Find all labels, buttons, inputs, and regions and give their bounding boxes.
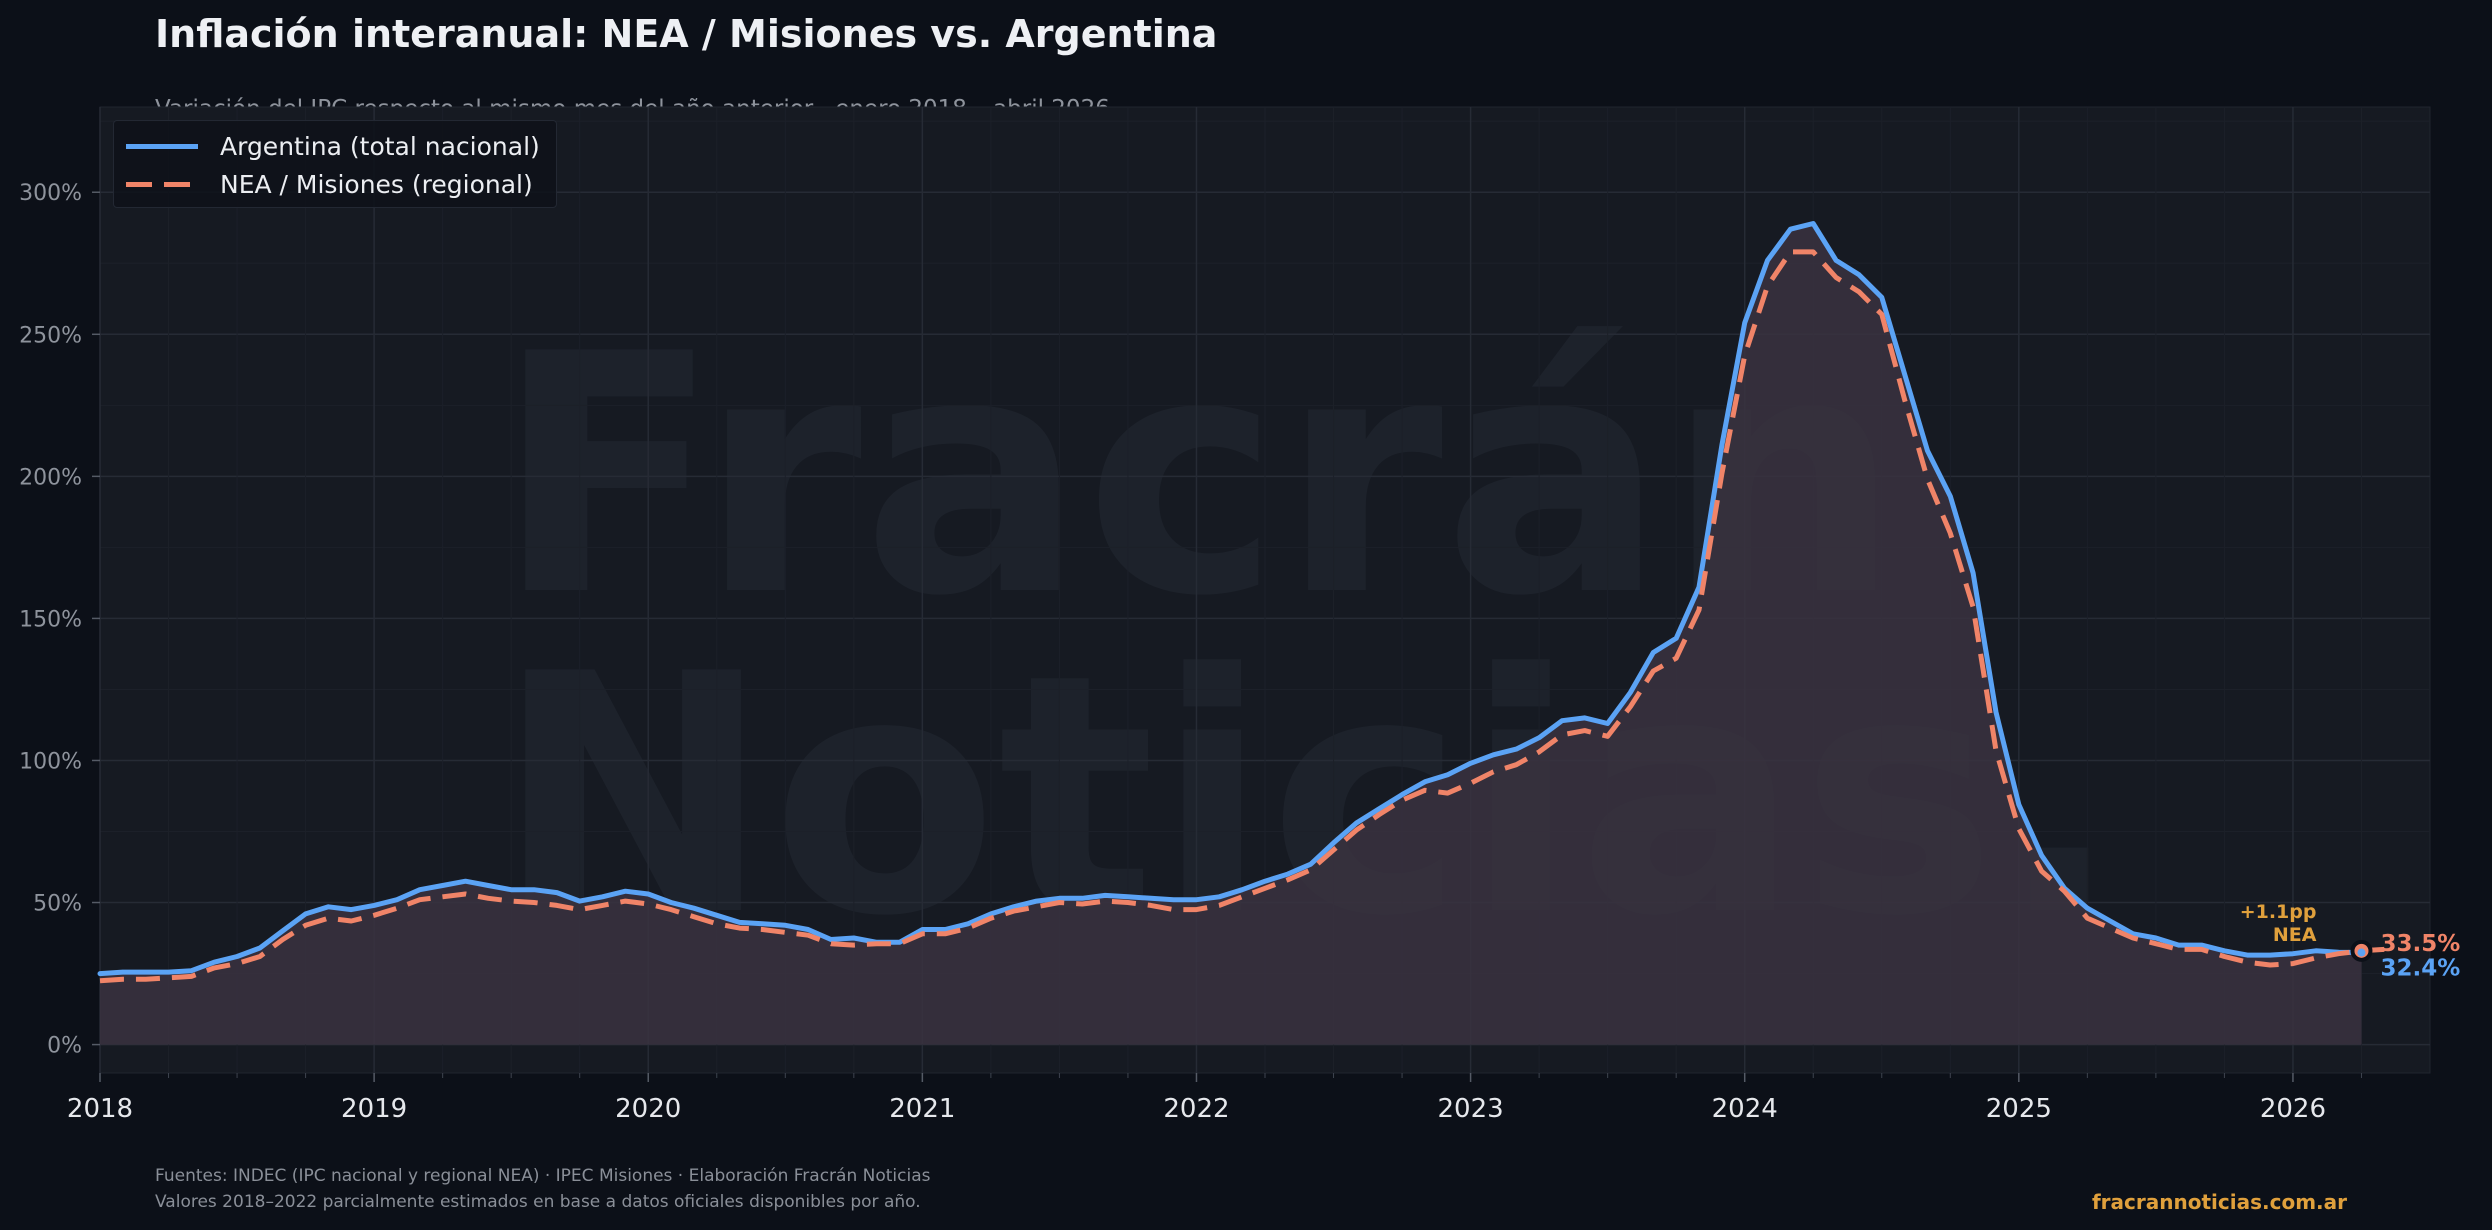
last-value-nea: 33.5% (2380, 931, 2460, 957)
y-tick-label: 250% (19, 323, 82, 348)
x-tick-label: 2021 (889, 1094, 955, 1124)
legend-item-argentina: Argentina (total nacional) (126, 129, 540, 163)
legend-item-nea: NEA / Misiones (regional) (126, 167, 533, 201)
footer-sources: Fuentes: INDEC (IPC nacional y regional … (155, 1166, 931, 1186)
chart-title: Inflación interanual: NEA / Misiones vs.… (155, 12, 1218, 56)
x-tick-label: 2026 (2260, 1094, 2326, 1124)
x-tick-label: 2020 (615, 1094, 681, 1124)
x-tick-label: 2023 (1438, 1094, 1504, 1124)
series-line-nea (99, 249, 2385, 984)
series-line-argentina (97, 221, 2364, 977)
y-tick-label: 100% (19, 749, 82, 774)
y-tick-label: 150% (19, 607, 82, 632)
x-axis: 2018 2019 2020 2021 2022 2023 2024 2025 2026 (67, 1073, 2362, 1124)
x-tick-label: 2019 (341, 1094, 407, 1124)
y-tick-label: 0% (47, 1034, 82, 1059)
legend: Argentina (total nacional) NEA / Misione… (113, 120, 557, 208)
difference-annotation: +1.1pp (2240, 901, 2317, 923)
x-tick-label: 2025 (1986, 1094, 2052, 1124)
difference-annotation-sub: NEA (2273, 924, 2317, 946)
area-fill (100, 223, 2362, 1045)
legend-swatch-solid (126, 143, 198, 149)
legend-label-nea: NEA / Misiones (regional) (220, 169, 533, 199)
y-tick-label: 50% (33, 892, 82, 917)
x-tick-label: 2024 (1712, 1094, 1778, 1124)
y-tick-label: 300% (19, 181, 82, 206)
x-tick-label: 2018 (67, 1094, 133, 1124)
legend-swatch-dashed (126, 181, 198, 187)
x-tick-label: 2022 (1163, 1094, 1229, 1124)
y-axis: 0% 50% 100% 150% 200% 250% 300% (19, 181, 100, 1059)
end-annotations: +1.1pp NEA 33.5% 32.4% (2240, 901, 2461, 982)
footer-note: Valores 2018–2022 parcialmente estimados… (155, 1192, 921, 1212)
y-tick-label: 200% (19, 465, 82, 490)
last-value-argentina: 32.4% (2380, 956, 2460, 982)
legend-label-argentina: Argentina (total nacional) (220, 131, 540, 161)
last-point-marker-argentina (2357, 948, 2366, 957)
brand-link[interactable]: fracrannoticias.com.ar (2091, 1190, 2347, 1214)
